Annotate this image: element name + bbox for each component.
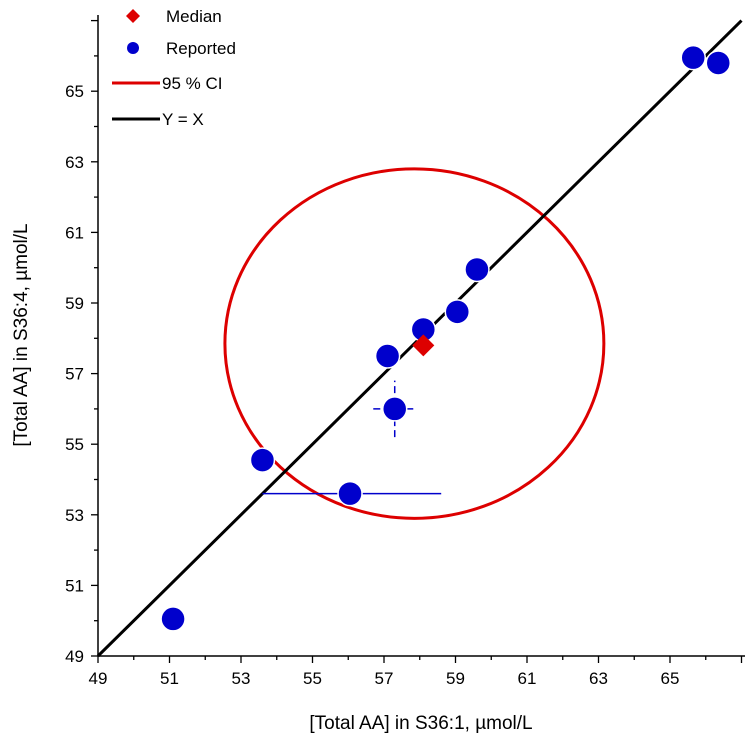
legend-item-identity: Y = X — [112, 110, 204, 129]
legend: Median Reported 95 % CI Y = X — [112, 7, 236, 129]
legend-label-ci: 95 % CI — [162, 74, 222, 93]
plot-area — [96, 19, 743, 658]
reported-point — [374, 343, 401, 369]
reported-point — [680, 44, 706, 71]
y-tick-label: 63 — [65, 153, 84, 172]
legend-circle-marker — [127, 42, 139, 54]
y-axis-title: [Total AA] in S36:4, µmol/L — [11, 223, 32, 446]
legend-label-reported: Reported — [166, 39, 236, 58]
y-tick-label: 49 — [65, 647, 84, 666]
x-tick-label: 49 — [89, 669, 108, 688]
x-axis-title: [Total AA] in S36:1, µmol/L — [309, 713, 532, 734]
reported-point — [381, 396, 408, 422]
legend-item-ci: 95 % CI — [112, 74, 222, 93]
y-tick-label: 59 — [65, 294, 84, 313]
x-tick-label: 57 — [375, 669, 394, 688]
y-tick-label: 53 — [65, 506, 84, 525]
legend-label-median: Median — [166, 7, 222, 26]
reported-point — [249, 447, 276, 473]
reported-point — [160, 606, 186, 632]
legend-item-median: Median — [126, 7, 222, 26]
x-tick-label: 61 — [518, 669, 537, 688]
x-tick-label: 63 — [589, 669, 608, 688]
reported-point — [464, 256, 490, 283]
reported-point — [444, 299, 471, 325]
median-point — [412, 334, 435, 357]
axes: 49 51 53 55 57 59 61 63 65 49 51 53 55 57 59 61 63 65 — [65, 15, 745, 688]
y-tick-label: 61 — [65, 223, 84, 242]
x-tick-label: 65 — [661, 669, 680, 688]
y-tick-label: 51 — [65, 576, 84, 595]
reported-point — [337, 480, 363, 507]
y-tick-label: 57 — [65, 365, 84, 384]
y-tick-label: 55 — [65, 435, 84, 454]
x-tick-label: 59 — [446, 669, 465, 688]
y-tick-label: 65 — [65, 82, 84, 101]
legend-label-identity: Y = X — [162, 110, 204, 129]
x-tick-label: 55 — [303, 669, 322, 688]
x-tick-label: 53 — [232, 669, 251, 688]
reported-point — [705, 50, 732, 76]
legend-diamond-marker — [126, 9, 140, 23]
x-tick-label: 51 — [160, 669, 179, 688]
ci-ellipse — [223, 167, 606, 520]
legend-item-reported: Reported — [127, 39, 236, 58]
